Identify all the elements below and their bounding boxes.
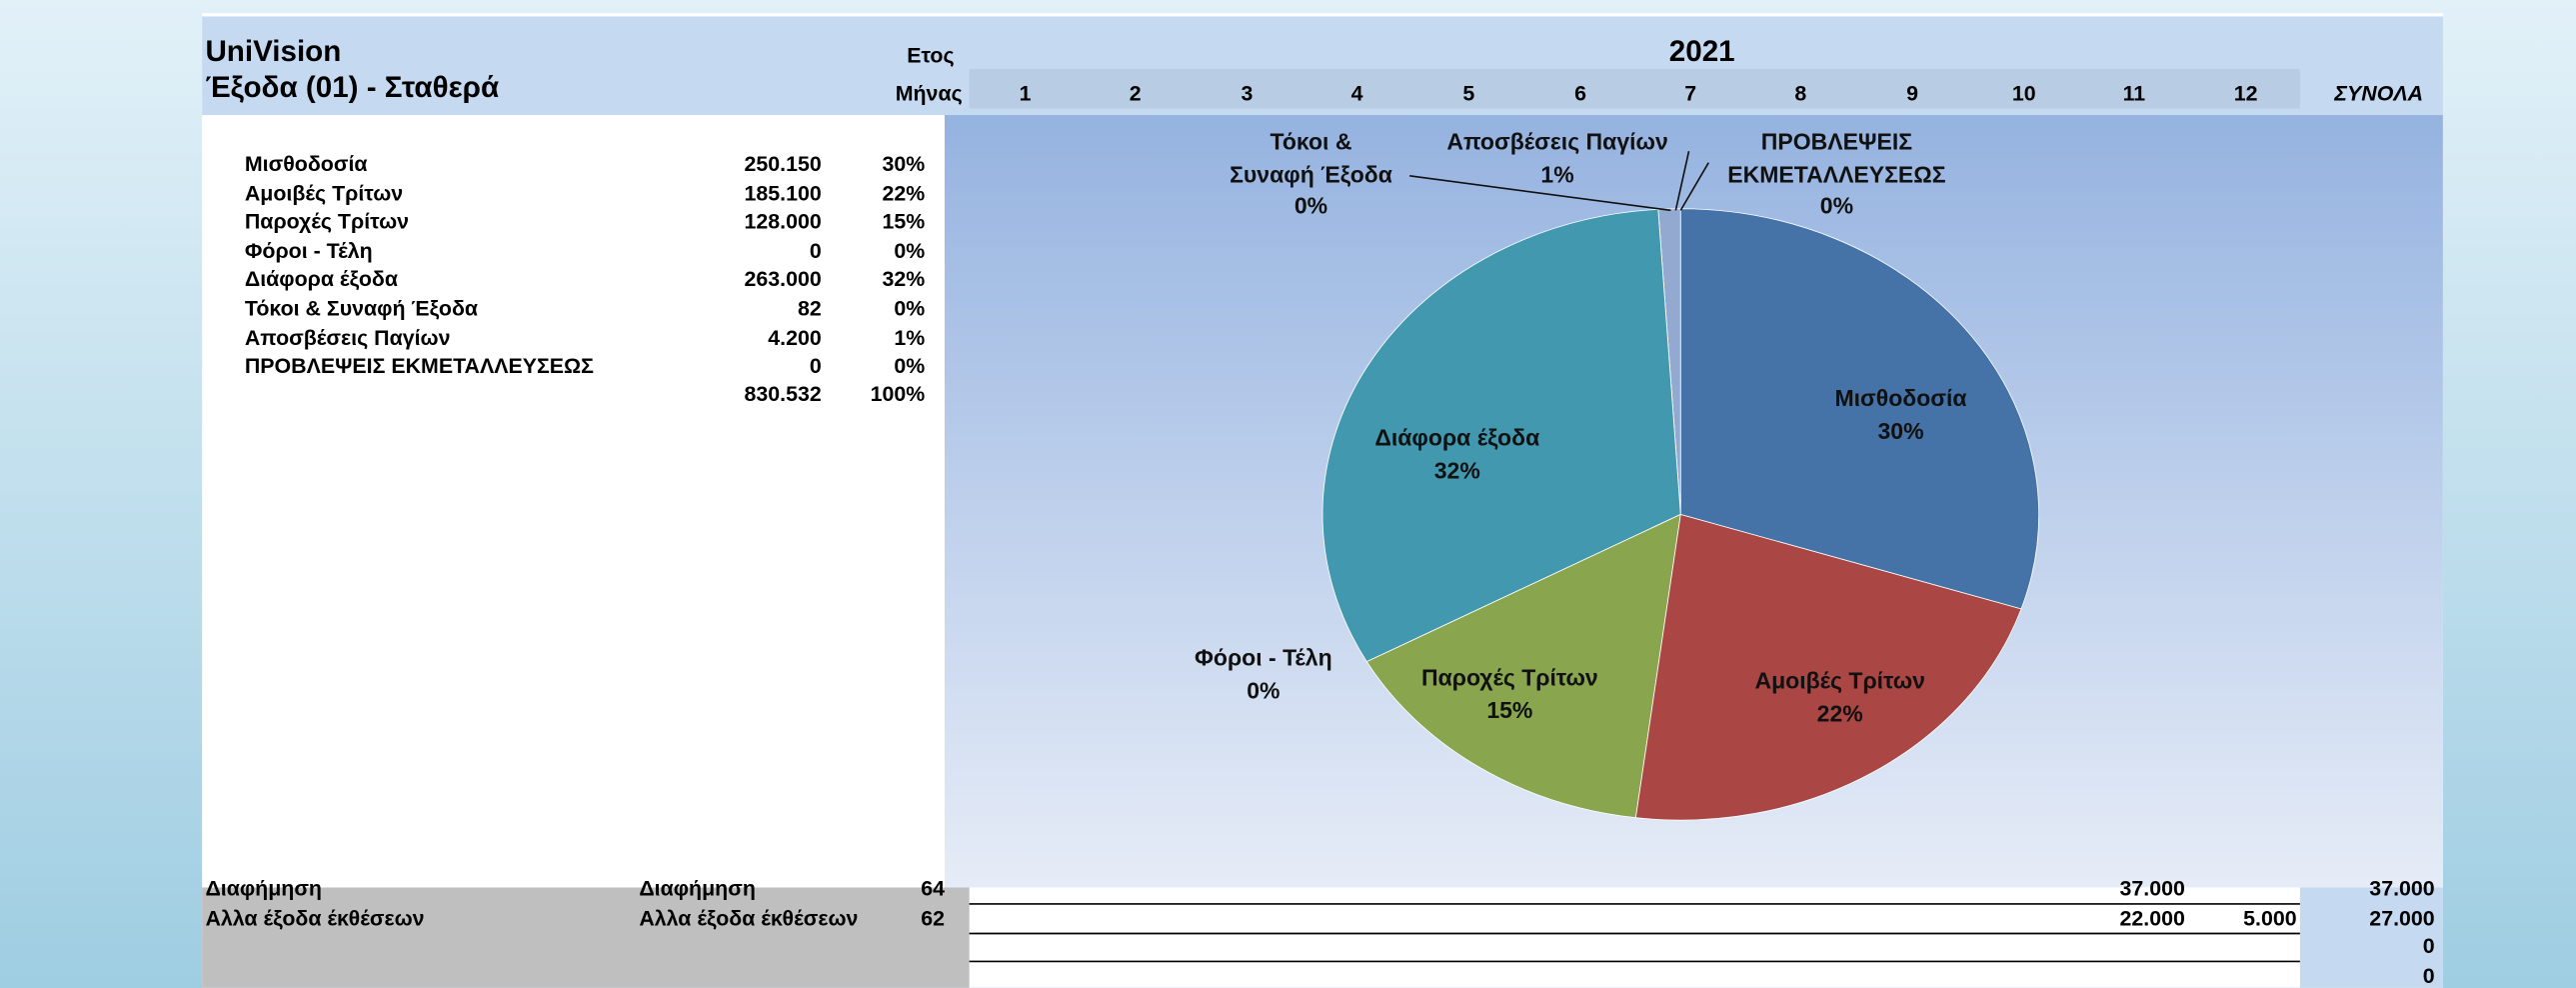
month-header: 3 xyxy=(1241,80,1254,106)
pie-label-value: 0% xyxy=(1819,192,1854,219)
pie-label: Φόροι - Τέλη 0% xyxy=(1165,643,1361,707)
pie-label-value: 1% xyxy=(1540,160,1574,187)
account: Αλλα έξοδα έκθέσεων xyxy=(205,904,425,930)
month-band xyxy=(969,69,2300,109)
row-total: 27.000 xyxy=(2369,904,2435,930)
pie-label-value: 32% xyxy=(1433,456,1480,483)
month-header: 11 xyxy=(2122,80,2146,106)
summary-label: Μισθοδοσία xyxy=(244,151,368,176)
month-header: 9 xyxy=(1906,80,1918,106)
pie-label-name: Μισθοδοσία xyxy=(1834,384,1967,411)
pie-label-name: ΠΡΟΒΛΕΨΕΙΣ ΕΚΜΕΤΑΛΛΕΥΣΕΩΣ xyxy=(1727,128,1946,187)
description: Διαφήμηση xyxy=(639,875,756,901)
pie-slice xyxy=(1321,208,1681,663)
summary-percent: 30% xyxy=(882,151,926,176)
leader-line xyxy=(1679,162,1709,211)
totals-label: ΣΥΝΟΛΑ xyxy=(2334,80,2424,106)
code: 64 xyxy=(921,875,946,901)
month-header: 1 xyxy=(1019,80,1032,106)
pie-label-value: 0% xyxy=(1293,192,1328,219)
leader-line xyxy=(1674,151,1690,211)
month-header: 6 xyxy=(1574,80,1586,106)
pie-label: Αποσβέσεις Παγίων 1% xyxy=(1409,127,1705,191)
pie-slice xyxy=(1634,513,2022,821)
pie-slice xyxy=(1365,513,1681,819)
pie-slice xyxy=(1679,208,2039,610)
summary-amount: 0 xyxy=(809,353,822,379)
leader-line xyxy=(1409,175,1671,212)
summary-label: Φόροι - Τέλη xyxy=(244,237,373,263)
pie-label: Μισθοδοσία 30% xyxy=(1785,383,2015,447)
month-value: 22.000 xyxy=(2119,904,2185,930)
summary-percent: 1% xyxy=(894,324,926,350)
month-header: 10 xyxy=(2011,80,2036,106)
pie-label-name: Φόροι - Τέλη xyxy=(1195,644,1332,671)
pie-label-value: 15% xyxy=(1486,696,1533,723)
code: 62 xyxy=(921,904,946,930)
pie-label-name: Τόκοι & Συναφή Έξοδα xyxy=(1230,128,1392,187)
month-header: 5 xyxy=(1462,80,1475,106)
year-label: Ετος xyxy=(907,42,955,68)
month-header: 12 xyxy=(2233,80,2258,106)
row-total: 0 xyxy=(2422,962,2435,987)
summary-amount: 0 xyxy=(809,237,822,263)
account: Διαφήμηση xyxy=(205,875,322,901)
summary-label: Αποσβέσεις Παγίων xyxy=(244,324,451,350)
row-total: 0 xyxy=(2422,933,2435,959)
totals-area xyxy=(2299,887,2443,988)
month-label: Μήνας xyxy=(895,80,963,106)
summary-amount: 263.000 xyxy=(744,266,822,292)
pie-label: Αμοιβές Τρίτων 22% xyxy=(1700,666,1979,730)
pie-label: Παροχές Τρίτων 15% xyxy=(1378,662,1641,726)
summary-amount: 128.000 xyxy=(744,209,822,234)
month-header: 7 xyxy=(1684,80,1697,106)
month-value: 37.000 xyxy=(2119,875,2185,901)
summary-label: Αμοιβές Τρίτων xyxy=(244,180,404,205)
pie-label-name: Αμοιβές Τρίτων xyxy=(1754,667,1925,694)
pie-label: ΠΡΟΒΛΕΨΕΙΣ ΕΚΜΕΤΑΛΛΕΥΣΕΩΣ 0% xyxy=(1713,127,1960,223)
summary-percent: 15% xyxy=(882,209,926,234)
summary-amount: 185.100 xyxy=(744,180,822,205)
pie-label-name: Παροχές Τρίτων xyxy=(1420,663,1598,691)
summary-total-amount: 830.532 xyxy=(744,381,822,406)
summary-amount: 250.150 xyxy=(744,151,822,176)
summary-amount: 4.200 xyxy=(768,324,822,350)
summary-percent: 0% xyxy=(894,295,926,321)
summary-label: Διάφορα έξοδα xyxy=(244,266,398,292)
pie-label-value: 30% xyxy=(1877,416,1924,443)
company: UniVision xyxy=(205,34,342,68)
pie-label-name: Διάφορα έξοδα xyxy=(1374,424,1540,451)
month-value: 5.000 xyxy=(2243,904,2297,930)
summary-percent: 0% xyxy=(894,353,926,379)
pie-label: Τόκοι & Συναφή Έξοδα 0% xyxy=(1229,127,1392,223)
description: Αλλα έξοδα έκθέσεων xyxy=(639,904,859,930)
month-header: 8 xyxy=(1794,80,1807,106)
year: 2021 xyxy=(1668,34,1735,68)
pie-label-name: Αποσβέσεις Παγίων xyxy=(1446,128,1668,155)
summary-label: Παροχές Τρίτων xyxy=(244,209,410,234)
pie-label-value: 0% xyxy=(1247,676,1281,703)
month-header: 4 xyxy=(1350,80,1363,106)
summary-percent: 22% xyxy=(882,180,926,205)
summary-label: Τόκοι & Συναφή Έξοδα xyxy=(244,295,479,321)
pie-label-value: 22% xyxy=(1816,699,1863,726)
sheet-title: Έξοδα (01) - Σταθερά xyxy=(205,70,500,104)
month-header: 2 xyxy=(1129,80,1142,106)
summary-label: ΠΡΟΒΛΕΨΕΙΣ ΕΚΜΕΤΑΛΛΕΥΣΕΩΣ xyxy=(244,353,594,379)
row-total: 37.000 xyxy=(2369,875,2435,901)
pie-label: Διάφορα έξοδα 32% xyxy=(1334,422,1581,486)
summary-percent: 0% xyxy=(894,237,926,263)
summary-total-percent: 100% xyxy=(870,381,926,406)
summary-amount: 82 xyxy=(797,295,822,321)
row-labels-area xyxy=(202,887,970,988)
summary-percent: 32% xyxy=(882,266,926,292)
